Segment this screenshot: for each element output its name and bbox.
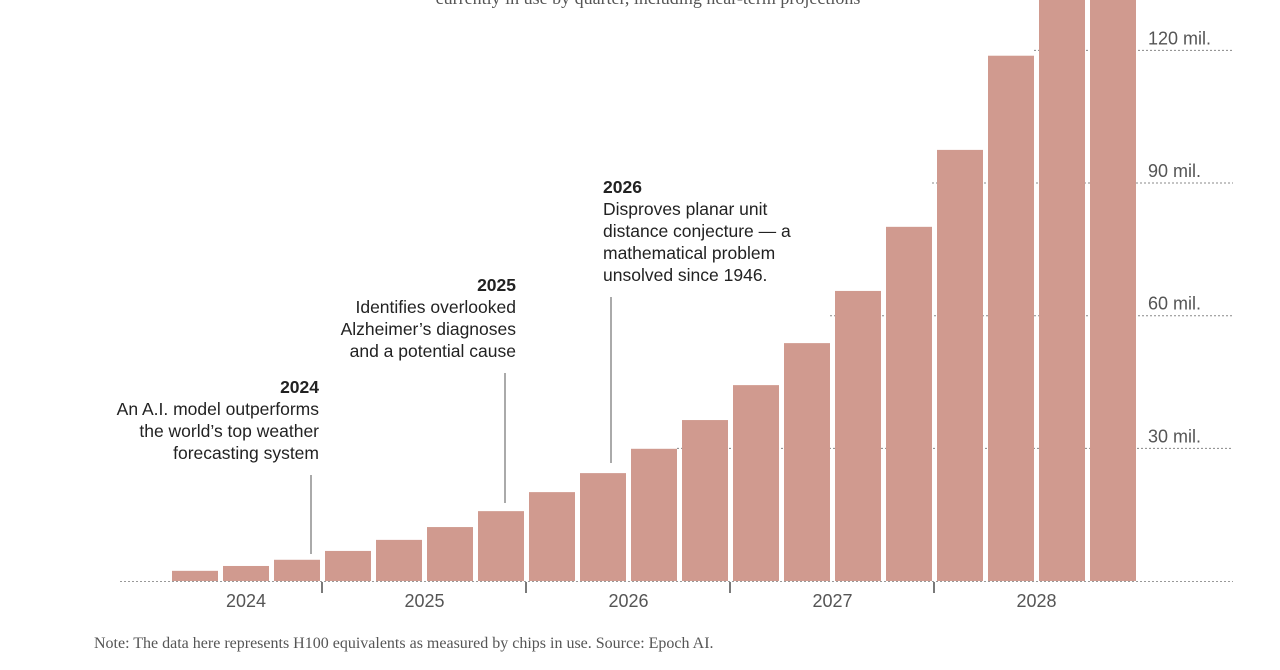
bar <box>733 385 779 581</box>
bar <box>274 559 320 581</box>
annotation-text: the world’s top weather <box>139 421 319 441</box>
annotation-year: 2024 <box>280 377 319 397</box>
bar <box>580 473 626 581</box>
annotation-text: Disproves planar unit <box>603 199 768 219</box>
y-tick-label: 30 mil. <box>1148 426 1201 446</box>
annotation-text: and a potential cause <box>350 341 516 361</box>
annotation-text: unsolved since 1946. <box>603 265 767 285</box>
annotation-text: Identifies overlooked <box>355 297 516 317</box>
bar <box>478 511 524 581</box>
bar <box>784 343 830 581</box>
y-tick-label: 120 mil. <box>1148 28 1211 48</box>
bar <box>682 420 728 581</box>
x-tick-label: 2028 <box>1016 591 1056 611</box>
annotation-year: 2025 <box>477 275 516 295</box>
bar <box>376 539 422 581</box>
x-tick-label: 2025 <box>404 591 444 611</box>
annotation-text: Alzheimer’s diagnoses <box>341 319 517 339</box>
bar <box>835 290 881 581</box>
note: Note: The data here represents H100 equi… <box>94 635 714 652</box>
bars <box>172 0 1136 581</box>
x-tick-label: 2026 <box>608 591 648 611</box>
bar <box>172 570 218 581</box>
bar <box>325 550 371 581</box>
y-tick-label: 60 mil. <box>1148 294 1201 314</box>
x-tick-label: 2024 <box>226 591 266 611</box>
bar <box>988 55 1034 581</box>
annotation-text: forecasting system <box>173 443 319 463</box>
bar <box>223 565 269 581</box>
bar <box>427 527 473 581</box>
bar <box>886 226 932 581</box>
bar <box>1039 0 1085 581</box>
bar <box>937 149 983 581</box>
annotation-year: 2026 <box>603 177 642 197</box>
bar <box>529 492 575 581</box>
annotation-text: mathematical problem <box>603 243 775 263</box>
bar <box>631 448 677 581</box>
chart-subtitle: currently in use by quarter, including n… <box>436 0 861 8</box>
bar <box>1090 0 1136 581</box>
annotation-text: An A.I. model outperforms <box>117 399 320 419</box>
x-tick-label: 2027 <box>812 591 852 611</box>
annotation-text: distance conjecture — a <box>603 221 791 241</box>
y-tick-label: 90 mil. <box>1148 161 1201 181</box>
